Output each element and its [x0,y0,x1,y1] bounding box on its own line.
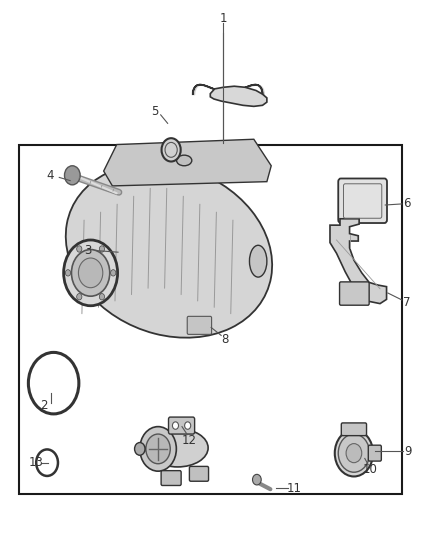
FancyBboxPatch shape [338,179,387,223]
Circle shape [65,270,71,276]
Text: 2: 2 [40,399,48,412]
FancyBboxPatch shape [368,445,381,461]
Polygon shape [210,86,267,107]
Polygon shape [330,219,387,304]
Text: 8: 8 [221,333,228,346]
FancyBboxPatch shape [339,282,369,305]
Circle shape [99,294,105,300]
Bar [19,144,402,495]
Text: 4: 4 [46,169,54,182]
Text: 1: 1 [219,12,227,25]
Circle shape [335,430,373,477]
Ellipse shape [147,429,208,467]
Circle shape [71,249,110,296]
Circle shape [134,442,145,455]
Text: 5: 5 [151,104,158,118]
FancyBboxPatch shape [161,471,181,486]
Text: 7: 7 [403,296,411,309]
Circle shape [140,426,177,471]
Circle shape [64,166,80,185]
FancyBboxPatch shape [189,466,208,481]
Text: 6: 6 [403,197,411,211]
Circle shape [146,434,170,464]
Circle shape [253,474,261,485]
Ellipse shape [250,245,267,277]
Text: 3: 3 [84,244,91,257]
Text: 12: 12 [182,434,197,447]
FancyBboxPatch shape [341,423,367,435]
Text: 13: 13 [29,456,44,469]
FancyBboxPatch shape [187,317,212,334]
FancyBboxPatch shape [169,417,194,434]
Circle shape [77,246,82,252]
Text: 9: 9 [404,445,412,457]
Circle shape [64,240,117,306]
Ellipse shape [177,155,192,166]
Circle shape [173,422,179,429]
Ellipse shape [66,164,272,338]
Circle shape [78,258,103,288]
Text: 10: 10 [363,463,378,475]
Text: 11: 11 [286,482,301,495]
Circle shape [185,422,191,429]
Circle shape [162,138,181,161]
Circle shape [346,443,362,463]
Circle shape [338,434,370,472]
Circle shape [99,246,105,252]
Polygon shape [104,139,271,186]
Circle shape [77,294,82,300]
Circle shape [111,270,116,276]
